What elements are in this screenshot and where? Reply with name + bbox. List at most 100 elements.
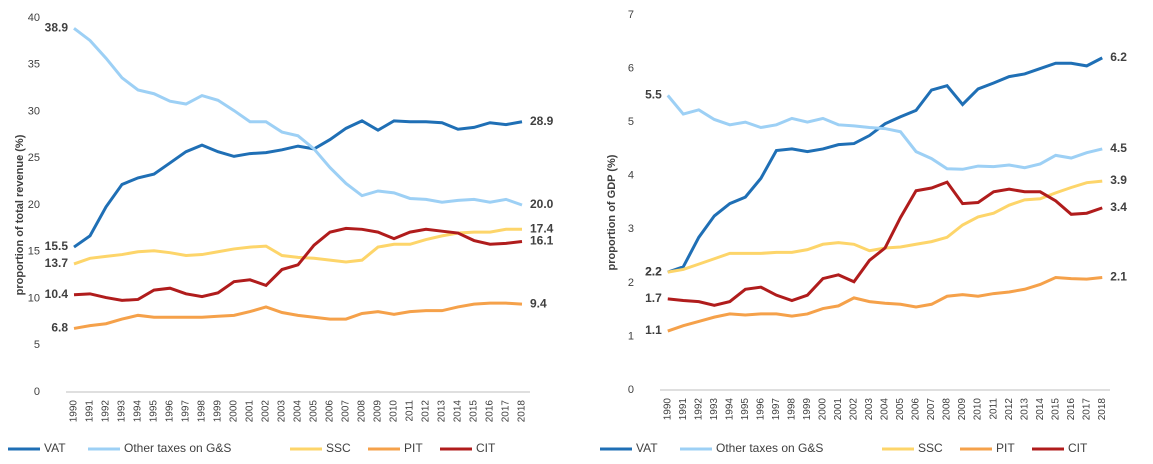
x-tick-label: 2017 — [501, 400, 512, 423]
series-line — [667, 56, 1103, 274]
x-tick-label: 2011 — [988, 398, 999, 420]
y-axis-label: proportion of GDP (%) — [606, 154, 618, 270]
data-label: 1.7 — [645, 291, 662, 305]
x-tick-label: 2018 — [517, 400, 528, 423]
y-tick-label: 40 — [28, 12, 40, 24]
x-tick-label: 2001 — [245, 400, 256, 423]
y-tick-label: 7 — [628, 9, 634, 21]
x-tick-label: 2016 — [485, 400, 496, 423]
x-tick-label: 1998 — [787, 398, 798, 421]
x-tick-label: 2015 — [1050, 398, 1061, 421]
x-tick-label: 2002 — [261, 400, 272, 423]
y-tick-label: 0 — [628, 384, 634, 396]
x-tick-label: 2015 — [469, 400, 480, 423]
x-tick-label: 1995 — [740, 398, 751, 421]
data-label: 16.1 — [530, 234, 554, 248]
y-tick-label: 30 — [28, 105, 40, 117]
x-tick-label: 2003 — [864, 398, 875, 421]
x-tick-label: 2001 — [833, 398, 844, 421]
legend-label: CIT — [476, 441, 496, 455]
legend-label: SSC — [326, 441, 351, 455]
x-tick-label: 2013 — [437, 400, 448, 423]
data-label: 15.5 — [45, 239, 69, 253]
data-label: 2.2 — [645, 264, 662, 278]
x-tick-label: 2012 — [1004, 398, 1015, 421]
series-line — [667, 179, 1103, 274]
y-tick-label: 1 — [628, 330, 634, 342]
x-tick-label: 2002 — [849, 398, 860, 421]
x-tick-label: 2004 — [880, 398, 891, 421]
y-tick-label: 20 — [28, 199, 40, 211]
x-tick-label: 2014 — [1035, 398, 1046, 421]
x-tick-label: 1999 — [213, 400, 224, 423]
x-tick-label: 1992 — [693, 398, 704, 421]
x-tick-label: 2007 — [926, 398, 937, 421]
y-tick-label: 3 — [628, 223, 634, 235]
y-tick-label: 25 — [28, 152, 40, 164]
y-tick-label: 10 — [28, 292, 40, 304]
x-tick-label: 2010 — [973, 398, 984, 421]
x-tick-label: 1995 — [149, 400, 160, 423]
x-tick-label: 1993 — [709, 398, 720, 421]
series-line — [73, 301, 523, 330]
x-tick-label: 1990 — [662, 398, 673, 421]
legend-label: SSC — [918, 441, 943, 455]
data-label: 3.9 — [1110, 173, 1127, 187]
x-tick-label: 2013 — [1019, 398, 1030, 421]
x-tick-label: 2012 — [421, 400, 432, 423]
legend-label: VAT — [44, 441, 66, 455]
x-tick-label: 2018 — [1097, 398, 1108, 421]
x-tick-label: 2005 — [309, 400, 320, 423]
series-line — [73, 227, 522, 266]
y-axis-label: proportion of total revenue (%) — [14, 134, 26, 295]
x-tick-label: 1996 — [165, 400, 176, 423]
x-tick-label: 1994 — [724, 398, 735, 421]
y-tick-label: 5 — [34, 339, 40, 351]
x-tick-label: 2009 — [373, 400, 384, 423]
data-label: 17.4 — [530, 221, 554, 235]
x-tick-label: 2000 — [818, 398, 829, 421]
data-label: 13.7 — [45, 256, 69, 270]
series-line — [666, 94, 1103, 171]
y-tick-label: 5 — [628, 116, 634, 128]
legend-label: Other taxes on G&S — [716, 441, 823, 455]
x-tick-label: 2003 — [277, 400, 288, 423]
y-tick-label: 4 — [628, 170, 634, 182]
legend-label: PIT — [404, 441, 423, 455]
y-tick-label: 6 — [628, 62, 634, 74]
series-line — [73, 27, 523, 207]
data-label: 10.4 — [45, 287, 69, 301]
x-tick-label: 2017 — [1081, 398, 1092, 421]
x-tick-label: 2008 — [357, 400, 368, 423]
x-tick-label: 2006 — [325, 400, 336, 423]
x-tick-label: 2011 — [405, 400, 416, 422]
x-tick-label: 2006 — [911, 398, 922, 421]
x-tick-label: 1997 — [771, 398, 782, 421]
x-tick-label: 1992 — [101, 400, 112, 423]
x-tick-label: 1997 — [181, 400, 192, 423]
series-line — [73, 119, 523, 249]
data-label: 3.4 — [1110, 200, 1127, 214]
x-tick-label: 1999 — [802, 398, 813, 421]
series-line — [667, 180, 1103, 307]
x-tick-label: 2004 — [293, 400, 304, 423]
legend-label: VAT — [636, 441, 658, 455]
x-tick-label: 1991 — [678, 398, 689, 421]
legend-label: Other taxes on G&S — [124, 441, 231, 455]
x-tick-label: 1991 — [85, 400, 96, 423]
data-label: 1.1 — [645, 323, 662, 337]
x-tick-label: 2010 — [389, 400, 400, 423]
x-tick-label: 2000 — [229, 400, 240, 423]
x-tick-label: 2005 — [895, 398, 906, 421]
x-tick-label: 2014 — [453, 400, 464, 423]
x-tick-label: 2008 — [942, 398, 953, 421]
x-tick-label: 1996 — [756, 398, 767, 421]
x-tick-label: 1994 — [133, 400, 144, 423]
series-line — [667, 275, 1103, 333]
data-label: 9.4 — [530, 296, 547, 310]
y-tick-label: 35 — [28, 59, 40, 71]
x-tick-label: 1990 — [69, 400, 80, 423]
data-label: 20.0 — [530, 197, 554, 211]
x-tick-label: 2016 — [1066, 398, 1077, 421]
